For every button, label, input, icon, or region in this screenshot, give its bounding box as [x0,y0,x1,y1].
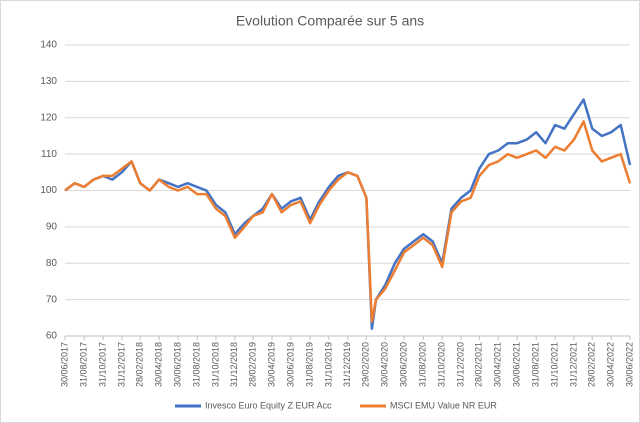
legend-label: Invesco Euro Equity Z EUR Acc [205,400,332,410]
series-line [64,120,632,323]
x-tick-label: 31/12/2020 [455,342,465,387]
x-tick-label: 30/06/2020 [398,342,408,387]
x-tick-label: 31/10/2018 [210,342,220,387]
x-tick-label: 30/04/2022 [606,342,616,387]
y-tick-label: 120 [40,112,57,123]
legend-label: MSCI EMU Value NR EUR [390,400,497,410]
x-tick-label: 31/12/2018 [229,342,239,387]
x-tick-label: 31/08/2021 [531,342,541,387]
chart-title: Evolution Comparée sur 5 ans [236,13,424,29]
x-tick-label: 30/06/2019 [285,342,295,387]
x-tick-label: 31/08/2020 [418,342,428,387]
x-tick-label: 31/12/2017 [116,342,126,387]
x-tick-label: 29/02/2020 [361,342,371,387]
y-tick-label: 140 [40,40,57,51]
x-tick-label: 28/02/2021 [474,342,484,387]
x-tick-label: 28/02/2018 [135,342,145,387]
y-tick-label: 80 [46,258,58,269]
y-tick-label: 60 [46,331,58,342]
x-tick-label: 31/10/2020 [437,342,447,387]
y-tick-label: 70 [46,294,58,305]
x-tick-label: 31/10/2019 [323,342,333,387]
x-tick-label: 31/08/2017 [79,342,89,387]
x-tick-label: 30/06/2022 [624,342,634,387]
x-tick-label: 30/04/2018 [153,342,163,387]
x-tick-label: 31/08/2018 [191,342,201,387]
x-tick-label: 28/02/2019 [248,342,258,387]
x-tick-label: 28/02/2022 [587,342,597,387]
x-tick-label: 31/12/2021 [568,342,578,387]
x-tick-label: 30/06/2021 [511,342,521,387]
x-tick-label: 31/08/2019 [304,342,314,387]
x-tick-label: 31/10/2021 [549,342,559,387]
x-tick-label: 31/10/2017 [97,342,107,387]
x-tick-label: 30/04/2021 [493,342,503,387]
x-tick-label: 30/04/2020 [380,342,390,387]
x-tick-label: 30/06/2017 [59,342,69,387]
y-tick-label: 130 [40,76,57,87]
x-tick-label: 31/12/2019 [342,342,352,387]
x-tick-label: 30/06/2018 [172,342,182,387]
y-tick-label: 110 [41,149,57,160]
y-tick-label: 100 [40,185,57,196]
x-tick-label: 30/04/2019 [266,342,276,387]
y-tick-label: 90 [46,222,58,233]
